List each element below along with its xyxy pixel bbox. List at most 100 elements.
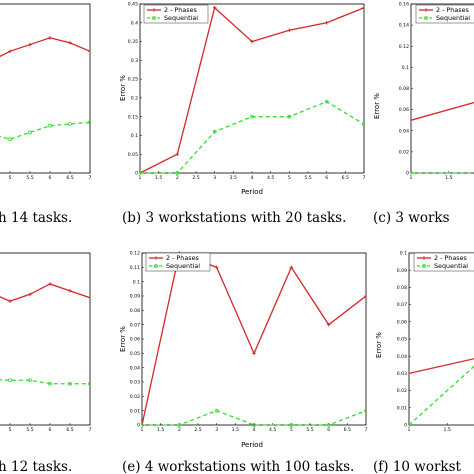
x-tick-label: 5.5 — [306, 427, 313, 433]
y-tick-label: 0.01 — [130, 408, 140, 414]
plot-frame — [141, 252, 367, 426]
series-2-phases-point — [364, 294, 366, 298]
series-sequential-line — [0, 121, 90, 140]
y-tick-label: 0.09 — [397, 268, 407, 274]
series-sequential-point — [48, 123, 52, 128]
legend-2-phases-marker — [424, 8, 428, 12]
y-tick-label: 0 — [135, 171, 138, 177]
y-tick-label: 0.09 — [130, 294, 140, 300]
x-tick-label: 3 — [213, 175, 216, 181]
chart-a: 5 5.5 6 6.5 7 h 14 tasks. — [0, 3, 92, 226]
x-tick-label: 2.5 — [194, 427, 201, 433]
legend-sequential-label: Sequential — [166, 262, 200, 270]
y-tick-label: 0.06 — [130, 337, 140, 343]
x-tick-label: 3.5 — [232, 427, 239, 433]
legend-sequential-marker — [422, 264, 426, 268]
x-tick-label: 7 — [89, 175, 92, 181]
plot-frame — [139, 3, 365, 174]
series-sequential-point — [250, 114, 254, 119]
x-tick-label: 1.5 — [157, 427, 164, 433]
series-2-phases-point — [214, 265, 219, 270]
series-sequential-point — [411, 171, 413, 175]
x-tick-label: 5.5 — [26, 427, 33, 433]
series-2-phases-point — [48, 36, 52, 40]
x-tick-label: 6.5 — [66, 427, 73, 433]
series-sequential-line — [0, 379, 90, 385]
x-tick-label: 2.5 — [192, 175, 199, 181]
series-sequential-line — [142, 409, 366, 426]
series-2-phases-line — [140, 6, 364, 174]
series-2-phases-point — [48, 282, 52, 286]
series-2-phases-point — [88, 49, 90, 54]
legend-2-phases-label: 2 - Phases — [166, 254, 200, 262]
x-axis-label: Period — [241, 441, 263, 449]
x-tick-label: 1 — [410, 175, 413, 181]
y-tick-label: 0 — [404, 423, 407, 429]
panel-caption: (f) 10 workst — [373, 459, 462, 474]
series-sequential-point — [175, 171, 180, 175]
y-tick-label: 0.02 — [130, 394, 140, 400]
y-tick-label: 0.14 — [399, 23, 409, 29]
series-2-phases-point — [250, 39, 254, 44]
y-tick-label: 0.05 — [397, 337, 407, 343]
series-sequential-point — [48, 381, 52, 386]
y-tick-label: 0.16 — [399, 2, 409, 8]
legend-2-phases-marker — [422, 256, 426, 260]
x-tick-label: 3 — [215, 427, 218, 433]
y-axis-label: Error % — [375, 332, 383, 358]
series-2-phases-line — [0, 283, 90, 302]
series-sequential-point — [287, 114, 292, 119]
x-tick-label: 6.5 — [342, 175, 349, 181]
x-tick-label: 3.5 — [230, 175, 237, 181]
legend-2-phases-label: 2 - Phases — [434, 254, 468, 262]
x-tick-label: 2 — [178, 427, 181, 433]
legend-sequential-label: Sequential — [436, 14, 470, 22]
series-sequential-point — [289, 423, 294, 427]
series-2-phases-point — [68, 289, 72, 293]
legend-sequential-marker — [424, 16, 428, 20]
plot-area — [409, 358, 474, 427]
series-2-phases-point — [252, 351, 256, 356]
plot-frame — [0, 3, 91, 174]
y-tick-label: 0.03 — [130, 380, 140, 386]
series-2-phases-point — [411, 118, 413, 122]
series-sequential-point — [252, 423, 256, 427]
series-sequential-point — [28, 130, 32, 135]
series-sequential-point — [140, 171, 142, 175]
series-sequential-line — [411, 172, 474, 174]
series-2-phases-point — [28, 292, 32, 297]
series-sequential-point — [68, 381, 72, 386]
y-tick-label: 0.12 — [399, 44, 409, 50]
series-2-phases-point — [68, 41, 72, 45]
plot-area — [142, 251, 366, 427]
x-tick-label: 6 — [327, 427, 330, 433]
series-sequential-point — [88, 381, 90, 386]
x-tick-label: 5 — [9, 175, 12, 181]
series-sequential-point — [88, 120, 90, 125]
chart-e: 0 0.01 0.02 0.03 0.04 0.05 0.06 0.07 0.08 0.09 0.1… — [119, 251, 368, 474]
series-2-phases-point — [289, 265, 294, 270]
x-tick-label: 6 — [49, 427, 52, 433]
chart-d: 5 5.5 6 6.5 7 h 12 tasks. — [0, 252, 92, 474]
y-axis-label: Error % — [119, 75, 127, 101]
series-2-phases-point — [324, 20, 329, 25]
x-tick-label: 5 — [288, 175, 291, 181]
x-tick-label: 6.5 — [344, 427, 351, 433]
series-2-phases-point — [175, 152, 180, 157]
x-tick-label: 6 — [325, 175, 328, 181]
y-tick-label: 0.07 — [397, 302, 407, 308]
x-tick-label: 4 — [251, 175, 254, 181]
series-2-phases-point — [8, 299, 12, 303]
x-tick-label: 1 — [139, 175, 142, 181]
plot-frame — [410, 3, 474, 174]
series-sequential-point — [362, 122, 364, 127]
plot-area — [0, 36, 90, 142]
y-tick-label: 0.02 — [399, 149, 409, 155]
y-tick-label: 0.06 — [399, 107, 409, 113]
y-tick-label: 0.08 — [399, 86, 409, 92]
y-tick-label: 0 — [137, 423, 140, 429]
series-2-phases-point — [28, 42, 32, 47]
